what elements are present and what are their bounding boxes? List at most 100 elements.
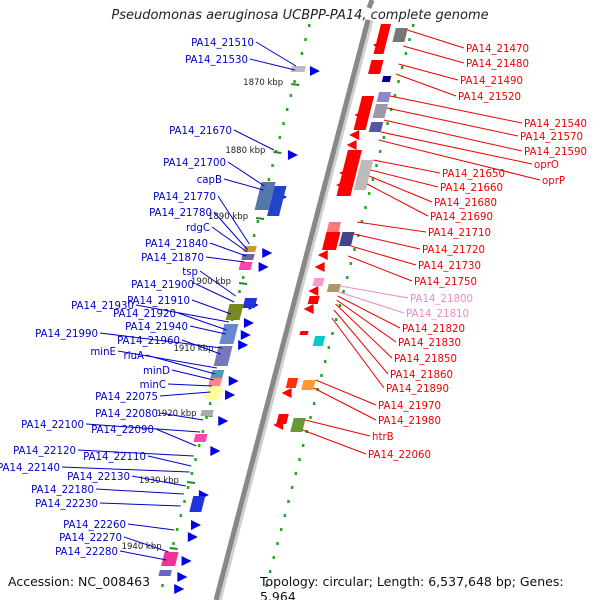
gene-arrow-forward (187, 532, 198, 542)
kbp-tick-mark (186, 481, 196, 484)
gene-arrow-forward (309, 66, 320, 76)
track-dot-right (393, 94, 397, 97)
gene-label-right-leader (347, 255, 413, 282)
gene-arrow-forward (262, 248, 273, 258)
gene-block (219, 324, 239, 344)
gene-arrow-reverse (273, 420, 284, 430)
gene-label-left-leader (209, 242, 247, 257)
gene-label-right: PA14_21680 (434, 198, 497, 209)
gene-label-left: minC (140, 380, 166, 391)
track-dot-left (293, 80, 296, 83)
track-dot-right (294, 472, 298, 475)
gene-label-right-leader (305, 419, 371, 437)
gene-arrow-reverse (372, 40, 383, 50)
track-dot-right (272, 556, 276, 559)
gene-label-right-leader (302, 429, 367, 455)
gene-block-reverse (285, 378, 299, 388)
gene-label-left-leader (123, 536, 169, 553)
gene-label-right-leader (395, 73, 457, 97)
track-dot-left (256, 220, 260, 223)
gene-label-right: PA14_21860 (390, 370, 453, 381)
track-dot-left (300, 52, 304, 55)
gene-block-reverse (326, 222, 342, 232)
gene-label-left-leader (127, 523, 175, 531)
kbp-tick-label: 1910 kbp (173, 344, 213, 354)
gene-label-right: oprO (534, 160, 559, 171)
gene-label-left-leader (255, 41, 297, 67)
accession-text: Accession: NC_008463 (8, 574, 151, 589)
gene-label-left-leader (85, 423, 201, 433)
gene-label-left: PA14_22080 (95, 409, 158, 420)
track-dot-left (208, 402, 212, 405)
gene-label-left: PA14_22140 (0, 463, 60, 474)
kbp-tick-mark (291, 83, 300, 86)
gene-label-right-leader (315, 379, 377, 406)
gene-label-right-leader (383, 119, 523, 152)
gene-block-reverse (368, 60, 384, 74)
track-dot-left (194, 458, 197, 461)
gene-block (381, 76, 392, 82)
gene-label-left: PA14_21840 (145, 239, 208, 250)
gene-label-left-leader (159, 412, 204, 421)
track-dot-right (290, 486, 294, 489)
gene-block-forward (242, 298, 258, 308)
gene-label-right: PA14_21520 (458, 92, 521, 103)
gene-arrow-reverse (346, 140, 357, 150)
gene-label-right: PA14_21490 (460, 76, 523, 87)
gene-label-left: PA14_21510 (191, 38, 254, 49)
track-dot-left (161, 584, 164, 587)
gene-label-right-leader (340, 285, 409, 299)
gene-arrow-reverse (336, 180, 347, 190)
track-dot-right (309, 416, 312, 419)
track-dot-left (186, 486, 190, 489)
gene-label-right-leader (373, 159, 441, 174)
gene-label-right-leader (403, 45, 465, 64)
track-dot-left (278, 136, 282, 139)
gene-label-left-leader (205, 256, 245, 263)
track-dot-right (382, 136, 386, 139)
gene-label-right: PA14_21980 (378, 416, 441, 427)
gene-arrow-forward (243, 318, 254, 328)
gene-label-right-leader (386, 107, 519, 137)
gene-label-right: PA14_21830 (398, 338, 461, 349)
gene-arrow-forward (218, 416, 229, 426)
track-dot-right (345, 276, 349, 279)
gene-label-right-leader (333, 309, 389, 375)
gene-label-right: PA14_21810 (406, 309, 469, 320)
gene-arrow-reverse (354, 110, 365, 120)
gene-label-left: PA14_22280 (55, 547, 118, 558)
gene-label-left-leader (177, 312, 227, 331)
gene-block (204, 386, 223, 400)
gene-label-right: PA14_21660 (440, 183, 503, 194)
gene-block (301, 380, 316, 390)
track-dot-left (175, 528, 179, 531)
kbp-tick-mark (169, 547, 178, 550)
track-dot-left (271, 164, 274, 167)
track-dot-right (316, 388, 320, 391)
gene-label-left: PA14_22075 (95, 392, 158, 403)
gene-arrow-forward (240, 330, 251, 340)
gene-label-right: PA14_21650 (442, 169, 505, 180)
gene-label-left: PA14_22100 (21, 420, 84, 431)
gene-label-right-leader (380, 131, 533, 165)
backbone-top (366, 0, 375, 9)
gene-label-right-leader (370, 169, 439, 188)
gene-label-right-leader (313, 387, 377, 421)
gene-label-left: PA14_21770 (153, 192, 216, 203)
track-dot-left (285, 108, 289, 111)
track-dot-right (353, 248, 356, 251)
track-dot-right (364, 206, 367, 209)
gene-label-left: PA14_21530 (185, 55, 248, 66)
gene-label-left-leader (77, 449, 194, 457)
gene-label-right: PA14_21540 (524, 119, 587, 130)
track-dot-right (320, 374, 323, 377)
track-dot-right (404, 52, 408, 55)
gene-block (338, 232, 355, 246)
gene-block (158, 570, 172, 576)
gene-arrow-forward (210, 446, 221, 456)
gene-block-reverse (312, 278, 325, 286)
gene-label-right-leader (337, 295, 401, 329)
track-dot-left (190, 472, 194, 475)
gene-label-left-leader (131, 475, 186, 487)
gene-arrow-reverse (281, 388, 292, 398)
